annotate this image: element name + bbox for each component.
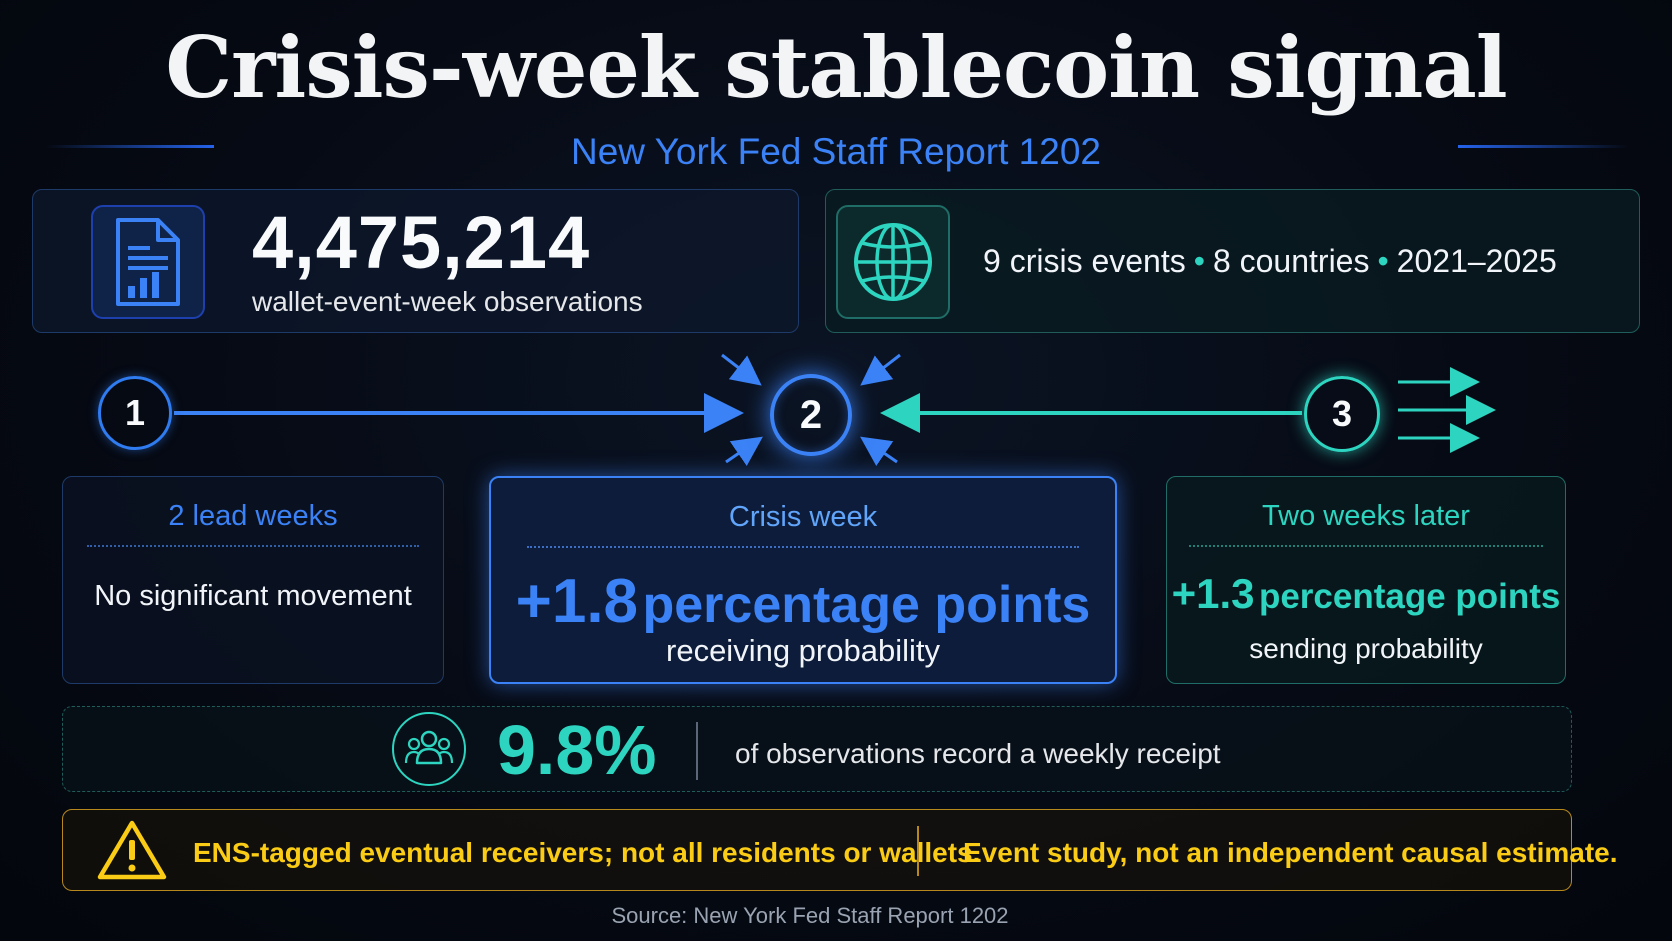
document-chart-icon xyxy=(91,205,205,319)
divider xyxy=(1189,545,1543,547)
crisis-week-value: +1.8 xyxy=(515,567,639,636)
converge-arrow xyxy=(725,436,763,466)
crisis-week-heading: Crisis week xyxy=(728,501,878,533)
two-weeks-later-heading: Two weeks later xyxy=(1262,500,1470,532)
two-weeks-later-effect: +1.3 percentage points xyxy=(1167,570,1565,618)
divider xyxy=(87,545,419,547)
converge-arrow xyxy=(721,353,762,386)
year-range: 2021–2025 xyxy=(1396,243,1557,279)
globe-icon xyxy=(836,205,950,319)
crisis-week-card: Crisis week +1.8 percentage points recei… xyxy=(489,476,1117,684)
step-3-marker: 3 xyxy=(1304,376,1380,452)
two-weeks-later-unit: percentage points xyxy=(1258,577,1561,616)
separator-dot: • xyxy=(1377,243,1389,279)
step-1-marker: 1 xyxy=(98,376,172,450)
crisis-events-count: 9 crisis events xyxy=(983,243,1186,279)
step-2-marker: 2 xyxy=(770,374,852,456)
timeline-connectors xyxy=(174,353,1496,466)
caveat-bar xyxy=(62,809,1572,891)
countries-count: 8 countries xyxy=(1212,243,1370,279)
divider xyxy=(696,722,698,780)
receipt-stat-bar xyxy=(62,706,1572,792)
people-icon xyxy=(392,712,466,786)
converge-arrow xyxy=(860,353,901,386)
title-rule-left xyxy=(46,145,214,148)
converge-arrow xyxy=(860,436,898,466)
lead-weeks-body: No significant movement xyxy=(94,580,412,612)
crisis-week-sub: receiving probability xyxy=(666,633,940,668)
title-rule-right xyxy=(1458,145,1628,148)
lead-weeks-card: 2 lead weeks No significant movement xyxy=(62,476,444,684)
observations-value: 4,475,214 xyxy=(252,201,591,284)
divider xyxy=(527,546,1079,548)
two-weeks-later-sub: sending probability xyxy=(1249,633,1483,664)
page-title: Crisis-week stablecoin signal xyxy=(165,18,1507,117)
two-weeks-later-card: Two weeks later +1.3 percentage points s… xyxy=(1166,476,1566,684)
receipt-stat-value: 9.8% xyxy=(497,711,657,789)
events-summary: 9 crisis events • 8 countries • 2021–2025 xyxy=(983,242,1557,280)
source-note: Source: New York Fed Staff Report 1202 xyxy=(611,903,1009,928)
warning-icon xyxy=(96,818,168,882)
events-card xyxy=(825,189,1640,333)
caveat-method: Event study, not an independent causal e… xyxy=(963,837,1618,868)
lead-weeks-heading: 2 lead weeks xyxy=(168,500,338,532)
separator-dot: • xyxy=(1193,243,1205,279)
crisis-week-effect: +1.8 percentage points xyxy=(491,566,1115,637)
crisis-week-unit: percentage points xyxy=(642,576,1091,634)
divider xyxy=(917,826,919,876)
receipt-stat-label: of observations record a weekly receipt xyxy=(735,738,1221,769)
page-subtitle: New York Fed Staff Report 1202 xyxy=(571,131,1101,172)
observations-label: wallet-event-week observations xyxy=(252,286,643,317)
two-weeks-later-value: +1.3 xyxy=(1171,570,1255,617)
caveat-sample: ENS-tagged eventual receivers; not all r… xyxy=(193,837,981,868)
